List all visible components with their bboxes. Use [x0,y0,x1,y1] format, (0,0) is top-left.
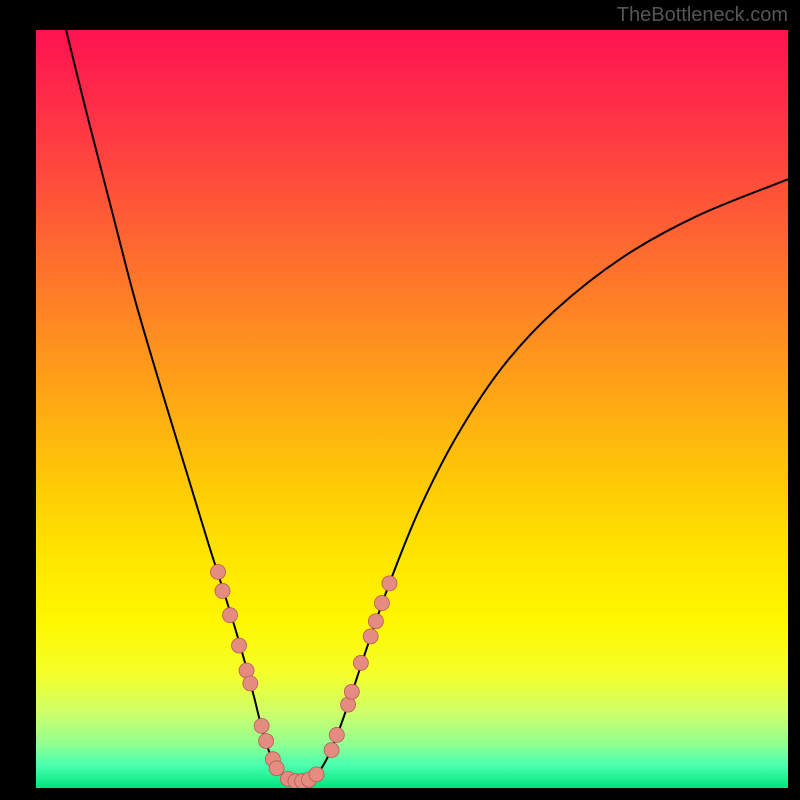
data-marker [243,676,258,691]
data-marker [223,608,238,623]
data-marker [254,718,269,733]
chart-svg-layer [36,30,788,788]
data-marker [324,743,339,758]
data-marker [215,583,230,598]
data-marker [353,655,368,670]
data-marker [382,576,397,591]
data-marker [368,614,383,629]
data-marker [269,761,284,776]
data-marker [309,767,324,782]
watermark-text: TheBottleneck.com [617,4,788,27]
data-marker [259,734,274,749]
data-marker [232,638,247,653]
chart-plot-area [36,30,788,788]
data-marker [329,727,344,742]
curve-right [298,179,788,782]
data-marker [374,596,389,611]
data-marker [344,684,359,699]
data-marker [363,629,378,644]
curve-left [66,30,298,782]
data-markers-group [210,564,396,788]
data-marker [210,564,225,579]
